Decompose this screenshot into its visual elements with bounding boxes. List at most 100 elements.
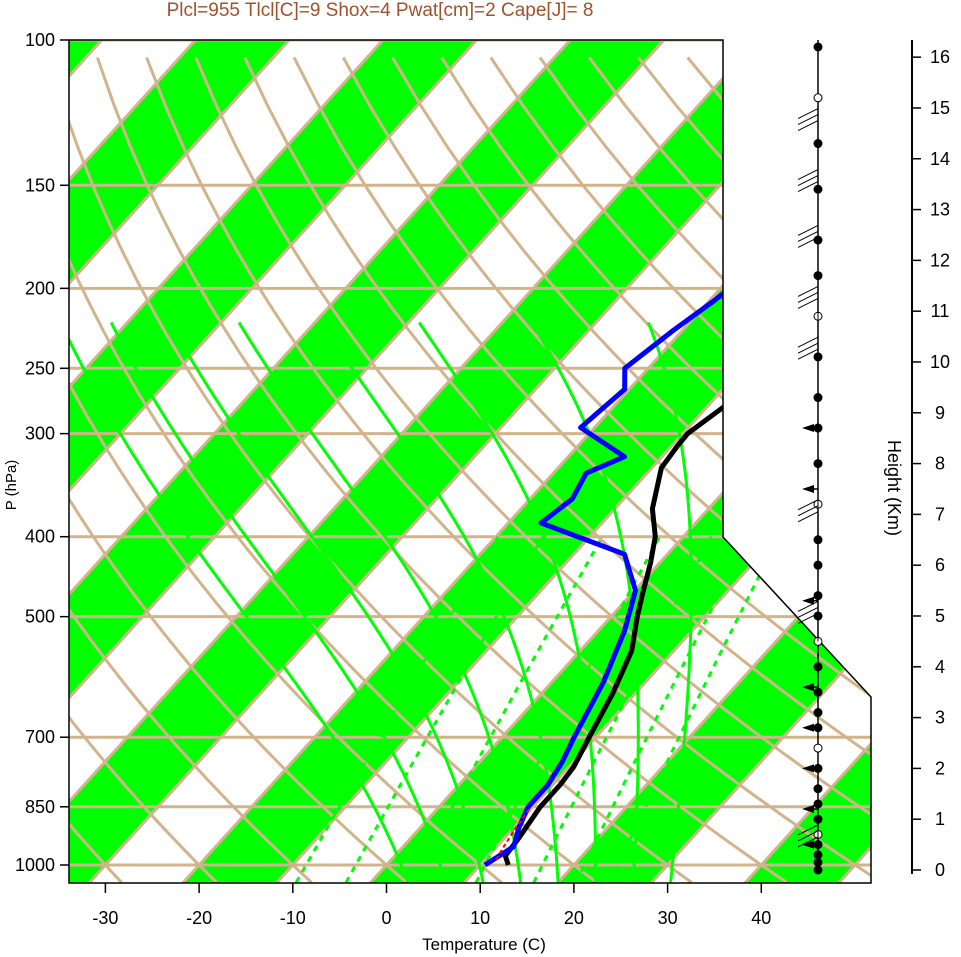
axes: -30 -20 -10 0 10 20 30 40 100 150 200 250 300 400 500 7… [15,30,771,928]
wind-barb-flag [802,596,814,605]
wind-barb-feather [797,114,819,126]
x-tick-label: -10 [280,908,306,928]
height-tick-label: 1 [935,809,945,829]
height-tick-label: 2 [935,758,945,778]
dry-adiabat [391,56,871,883]
mixing-ratio-line [474,535,662,883]
dry-adiabat [341,56,871,883]
wind-barb-feather [797,237,819,248]
parcel-profile [495,806,532,861]
isotherm-line [69,40,325,883]
dry-adiabat [69,57,693,883]
moist-adiabat [417,321,598,883]
isotherm-line [635,40,871,883]
band [730,40,871,883]
wind-level-dot [813,814,823,824]
wind-barb-feather [797,291,819,303]
mixing-ratio-line [532,535,713,883]
height-tick-label: 9 [935,403,945,423]
mixing-ratio-line [608,536,781,883]
wind-barb-feather [797,606,819,618]
wind-barb-feather [797,108,819,120]
wind-barb-flag [802,723,814,732]
dry-adiabat [735,56,871,883]
x-axis-label: Temperature (C) [422,935,546,954]
isotherm-line [541,40,871,883]
mixing-ratio-line [574,536,751,883]
wind-barb-feather [797,225,819,236]
x-tick-label: 20 [564,908,584,928]
height-tick-label: 5 [935,606,945,626]
wind-level-dot [813,865,823,875]
wind-level-dot [813,591,823,601]
wind-level-dot [813,42,823,52]
height-tick-label: 7 [935,504,945,524]
height-tick-label: 11 [931,301,950,321]
dry-adiabat [69,57,218,883]
wind-barb-feather [797,342,819,354]
isotherm-line [69,40,606,883]
wind-barb-flag [802,805,814,814]
wind-barb-flag [802,484,814,493]
wind-level-dot [813,687,823,697]
y-tick-label: 400 [25,527,55,547]
wind-barb-feather [797,824,819,836]
frame-outline [68,39,872,884]
wind-barb-feather [797,336,819,348]
dry-adiabat [292,56,871,883]
isotherm-line [260,40,871,883]
temperature-profile [502,78,871,866]
mixing-ratio-line [294,535,500,883]
wind-barb-feather [797,511,819,523]
mixing-ratio-lines [69,321,781,883]
isotherm-line [69,40,512,883]
wind-barb-flag [802,683,814,692]
isotherm-grid [69,40,871,883]
y-tick-label: 850 [25,797,55,817]
height-axis-label: Height (Km) [884,440,904,536]
wind-barb-flag [802,764,814,773]
dry-adiabat [69,57,503,883]
y-tick-label: 200 [25,278,55,298]
isotherm-line [69,40,419,883]
wind-barb-feather [797,120,819,132]
x-tick-label: 30 [658,908,678,928]
wind-level-dot [813,662,823,672]
wind-level-dot [813,560,823,570]
moist-adiabat [237,321,523,883]
isotherm-line [69,40,231,883]
height-tick-label: 3 [935,708,945,728]
height-tick-label: 12 [930,250,950,270]
height-tick-label: 6 [935,555,945,575]
wind-barb-feather [797,505,819,517]
y-tick-label: 250 [25,358,55,378]
chart-title: Plcl=955 Tlcl[C]=9 Shox=4 Pwat[cm]=2 Cap… [167,0,594,21]
band [543,40,871,883]
y-tick-label: 700 [25,727,55,747]
dry-adiabat [243,56,871,883]
wind-barb-feather [797,231,819,242]
band [69,40,871,883]
wind-level-dot [813,708,823,718]
x-tick-label: 0 [381,908,391,928]
sounding-profiles [483,78,871,868]
wind-barb-feather [797,612,819,624]
moist-adiabat [69,321,410,883]
height-tick-label: 10 [930,352,950,372]
isotherm-line [69,40,793,883]
x-tick-label: -30 [92,908,118,928]
isotherm-line [729,40,871,883]
y-tick-label: 1000 [15,855,55,875]
dewpoint-profile [483,78,871,868]
height-tick-label: 4 [935,657,945,677]
wind-barb-feather [797,830,819,842]
wind-level-dot [813,459,823,469]
band [69,40,324,883]
wind-barb-flag [802,424,814,433]
height-tick-label: 14 [930,149,950,169]
dry-adiabat [145,56,871,883]
wind-level-dot [813,93,823,103]
y-axis-label: P (hPa) [3,460,20,511]
